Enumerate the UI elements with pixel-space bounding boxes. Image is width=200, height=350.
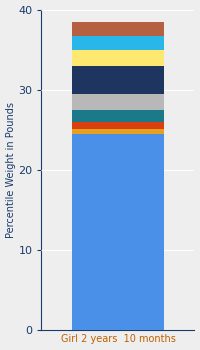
Bar bbox=[72, 129, 164, 134]
Bar bbox=[72, 36, 164, 50]
Bar bbox=[72, 94, 164, 110]
Bar bbox=[72, 22, 164, 36]
Bar bbox=[72, 134, 164, 330]
Bar bbox=[72, 66, 164, 94]
Bar bbox=[72, 50, 164, 66]
Bar bbox=[72, 122, 164, 129]
Y-axis label: Percentile Weight in Pounds: Percentile Weight in Pounds bbox=[6, 102, 16, 238]
Bar bbox=[72, 110, 164, 122]
